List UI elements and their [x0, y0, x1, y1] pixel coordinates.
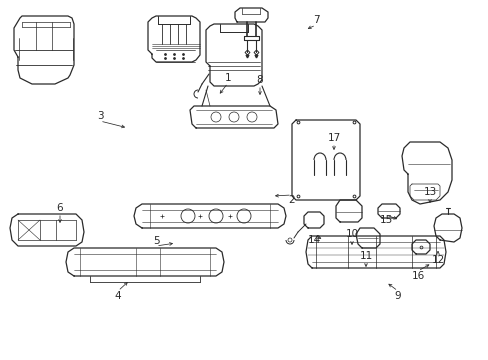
Text: 3: 3	[97, 111, 103, 121]
Text: 7: 7	[312, 15, 319, 25]
Text: 2: 2	[288, 195, 295, 205]
Text: 10: 10	[345, 229, 358, 239]
Text: 15: 15	[379, 215, 392, 225]
Text: 9: 9	[394, 291, 401, 301]
Text: 6: 6	[57, 203, 63, 213]
Text: 16: 16	[410, 271, 424, 281]
Text: 13: 13	[423, 187, 436, 197]
Text: 1: 1	[224, 73, 231, 83]
Text: 12: 12	[430, 255, 444, 265]
Text: 17: 17	[326, 133, 340, 143]
Text: 11: 11	[359, 251, 372, 261]
Text: 5: 5	[152, 236, 159, 246]
Text: 4: 4	[115, 291, 121, 301]
Text: 8: 8	[256, 75, 263, 85]
Text: 14: 14	[307, 235, 320, 245]
